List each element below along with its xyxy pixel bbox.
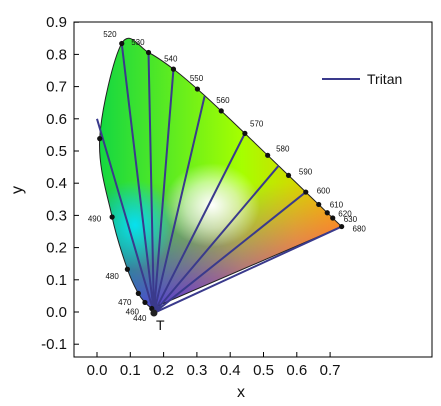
legend-label-tritan: Tritan: [367, 71, 402, 87]
tritan-line-6: [153, 165, 280, 314]
tritan-line-2: [147, 52, 155, 313]
y-tick-label-5: 0.4: [46, 175, 67, 192]
wavelength-label-570: 570: [250, 120, 264, 129]
locus-point-11: [242, 130, 248, 136]
x-axis-label: x: [237, 384, 245, 401]
locus-point-12: [265, 152, 271, 158]
y-tick-label-10: 0.9: [46, 14, 67, 31]
locus-point-7: [145, 49, 152, 56]
x-tick-label-4: 0.4: [220, 362, 241, 379]
wavelength-label-550: 550: [190, 74, 204, 83]
x-tick-label-0: 0.0: [87, 362, 108, 379]
locus-point-17: [330, 215, 336, 221]
locus-point-16: [324, 210, 330, 216]
y-tick-label-0: -0.1: [41, 336, 67, 353]
wavelength-label-590: 590: [299, 168, 313, 177]
wavelength-label-470: 470: [118, 298, 132, 307]
locus-point-3: [124, 266, 131, 272]
y-tick-label-4: 0.3: [46, 207, 67, 224]
wavelength-label-610: 610: [330, 200, 344, 209]
y-tick-label-9: 0.8: [46, 46, 67, 63]
tritan-line-0: [96, 118, 155, 314]
x-axis-ticks: 0.0 0.1 0.2 0.3 0.4 0.5 0.6 0.7: [87, 352, 341, 379]
tritan-line-8: [153, 225, 343, 314]
y-tick-label-8: 0.7: [46, 79, 67, 96]
locus-point-18: [339, 223, 345, 230]
plot-frame: [73, 21, 433, 358]
copunctal-point: [150, 309, 158, 317]
locus-point-2: [135, 290, 141, 296]
tritan-lines: [96, 43, 343, 314]
locus-point-5: [97, 136, 103, 142]
y-tick-label-3: 0.2: [46, 240, 67, 257]
locus-point-13: [285, 172, 292, 179]
y-tick-label-6: 0.5: [46, 143, 67, 160]
tritan-line-1: [120, 43, 155, 314]
x-tick-label-6: 0.6: [286, 362, 307, 379]
locus-point-4: [109, 214, 115, 220]
x-tick-label-7: 0.7: [320, 362, 341, 379]
wavelength-label-530: 530: [131, 38, 145, 47]
locus-point-14: [303, 189, 309, 195]
locus-point-10: [218, 108, 224, 114]
x-tick-label-2: 0.2: [153, 362, 174, 379]
locus-point-15: [316, 201, 322, 208]
tritan-line-3: [152, 69, 175, 314]
wavelength-label-440: 440: [133, 314, 147, 323]
y-tick-label-2: 0.1: [46, 272, 67, 289]
wavelength-label-680: 680: [353, 224, 367, 233]
y-axis-label: y: [9, 186, 26, 194]
spectral-locus-points: [97, 40, 345, 312]
wavelength-label-600: 600: [317, 187, 331, 196]
locus-point-1: [142, 299, 148, 306]
wavelength-label-460: 460: [126, 308, 140, 317]
wavelength-label-630: 630: [344, 215, 358, 224]
wavelength-label-560: 560: [216, 96, 230, 105]
copunctal-label: T: [156, 317, 165, 333]
x-tick-label-3: 0.3: [186, 362, 207, 379]
x-tick-label-5: 0.5: [253, 362, 274, 379]
locus-point-9: [194, 86, 201, 92]
wavelength-label-540: 540: [164, 54, 178, 63]
wavelength-label-580: 580: [276, 144, 290, 153]
y-axis-ticks: -0.1 0.0 0.1 0.2 0.3 0.4 0.5 0.6 0.7 0.8 0.9: [41, 14, 79, 353]
x-tick-label-1: 0.1: [120, 362, 141, 379]
wavelength-label-520: 520: [103, 30, 117, 39]
wavelength-label-480: 480: [105, 272, 119, 281]
y-tick-label-1: 0.0: [46, 304, 67, 321]
wavelength-label-620: 620: [338, 209, 352, 218]
wavelength-label-490: 490: [88, 214, 102, 223]
y-tick-label-7: 0.6: [46, 111, 67, 128]
tritan-line-4: [152, 96, 206, 314]
tritan-line-7: [153, 191, 307, 314]
tritan-line-5: [153, 132, 246, 314]
locus-point-6: [119, 40, 125, 47]
locus-point-8: [170, 66, 177, 72]
legend: Tritan: [322, 71, 402, 87]
